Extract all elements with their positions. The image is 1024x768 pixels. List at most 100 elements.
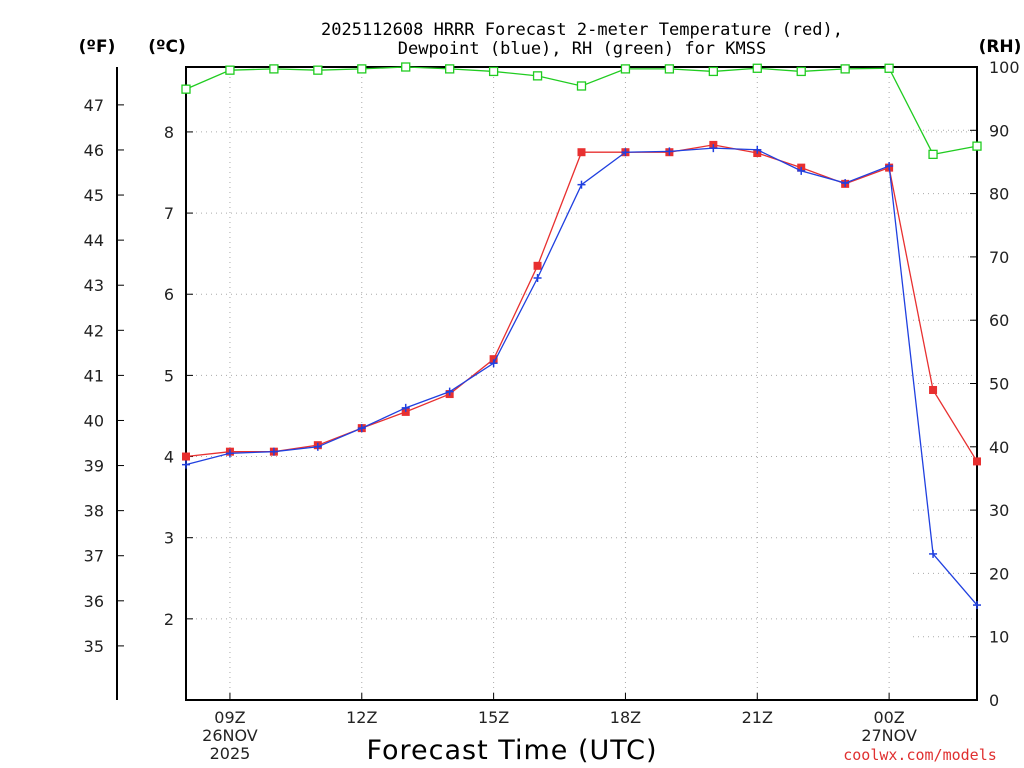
rh-point <box>445 64 455 74</box>
rh-line <box>185 66 978 156</box>
dewpoint-point <box>182 460 190 469</box>
temperature-point <box>929 385 938 394</box>
c-tick-label: 7 <box>164 204 174 223</box>
dewpoint-point <box>621 148 630 157</box>
f-tick-label: 35 <box>84 637 104 656</box>
dewpoint-point <box>797 166 806 175</box>
rh-point <box>488 66 499 77</box>
x-tick-label: 12Z <box>346 708 377 727</box>
rh-tick-label: 80 <box>989 185 1009 204</box>
x-tick-label: 27NOV <box>861 726 917 745</box>
rh-point <box>181 84 191 94</box>
f-tick-label: 41 <box>84 366 104 385</box>
temperature-point <box>533 261 542 270</box>
temperature-point <box>401 407 410 416</box>
f-tick-label: 37 <box>84 547 104 566</box>
x-tick-label: 2025 <box>210 744 251 763</box>
dewpoint-point <box>357 424 366 433</box>
temperature-point <box>489 355 498 364</box>
dewpoint-point <box>577 180 586 189</box>
c-tick-label: 2 <box>164 610 174 629</box>
rh-point <box>532 71 543 81</box>
f-tick-label: 44 <box>84 231 104 250</box>
dewpoint-point <box>885 162 894 171</box>
rh-point <box>225 65 235 75</box>
dewpoint-point <box>533 274 542 282</box>
fahrenheit-unit-label: (ºF) <box>79 37 116 57</box>
c-tick-label: 5 <box>164 366 174 385</box>
rh-point <box>840 64 850 74</box>
rh-point <box>576 81 587 91</box>
rh-tick-label: 50 <box>989 375 1009 394</box>
dewpoint-point <box>401 403 410 412</box>
dewpoint-point <box>489 359 498 368</box>
rh-tick-label: 70 <box>989 248 1009 267</box>
dewpoint-point <box>269 447 278 456</box>
x-tick-label: 15Z <box>478 708 509 727</box>
rh-point <box>357 64 367 74</box>
x-tick-label: 18Z <box>610 708 641 727</box>
chart-title-line1: 2025112608 HRRR Forecast 2-meter Tempera… <box>321 20 843 40</box>
rh-point <box>708 66 718 77</box>
rh-tick-label: 0 <box>989 691 999 710</box>
x-tick-label: 21Z <box>742 708 773 727</box>
f-tick-label: 36 <box>84 592 104 611</box>
x-tick-label: 00Z <box>873 708 904 727</box>
f-tick-label: 40 <box>84 411 104 430</box>
temperature-point <box>577 148 586 157</box>
rh-unit-label: (RH) <box>979 37 1022 57</box>
rh-tick-label: 20 <box>989 564 1009 583</box>
rh-point <box>972 141 982 151</box>
rh-tick-label: 60 <box>989 311 1009 330</box>
dewpoint-point <box>445 387 454 396</box>
dewpoint-point <box>225 449 234 458</box>
x-tick-label: 09Z <box>214 708 245 727</box>
rh-tick-label: 90 <box>989 121 1009 140</box>
dewpoint-point <box>973 601 981 610</box>
x-axis-label: Forecast Time (UTC) <box>366 735 657 766</box>
dewpoint-point <box>665 147 674 156</box>
dewpoint-point <box>753 145 762 154</box>
c-tick-label: 8 <box>164 123 174 142</box>
f-tick-label: 43 <box>84 276 104 295</box>
axes <box>116 66 978 701</box>
dewpoint-point <box>709 144 718 153</box>
temperature-line <box>185 144 978 462</box>
f-tick-label: 39 <box>84 457 104 476</box>
f-tick-label: 42 <box>84 321 104 340</box>
rh-point <box>401 62 411 72</box>
rh-point <box>884 63 894 73</box>
rh-point <box>796 66 806 77</box>
dewpoint-point <box>313 442 322 451</box>
dewpoint-point <box>929 549 938 558</box>
dewpoint-point <box>841 179 850 188</box>
c-tick-label: 6 <box>164 285 174 304</box>
rh-point <box>620 64 631 74</box>
c-tick-label: 4 <box>164 448 174 467</box>
rh-point <box>928 149 938 160</box>
rh-point <box>313 65 323 75</box>
rh-point <box>269 64 279 74</box>
temperature-point <box>973 457 981 466</box>
plot-frame <box>185 66 978 701</box>
temperature-point <box>182 452 190 461</box>
series <box>181 62 982 610</box>
dewpoint-line <box>185 147 978 606</box>
rh-tick-label: 30 <box>989 501 1009 520</box>
x-tick-label: 26NOV <box>202 726 258 745</box>
credit-text: coolwx.com/models <box>843 746 997 764</box>
rh-tick-label: 10 <box>989 628 1009 647</box>
chart-title-line2: Dewpoint (blue), RH (green) for KMSS <box>398 39 766 59</box>
f-tick-label: 47 <box>84 96 104 115</box>
grid <box>186 67 977 700</box>
rh-point <box>752 63 762 73</box>
f-tick-label: 38 <box>84 502 104 521</box>
f-tick-label: 46 <box>84 141 104 160</box>
rh-tick-label: 100 <box>989 58 1020 77</box>
celsius-unit-label: (ºC) <box>148 37 186 57</box>
rh-point <box>664 64 675 74</box>
f-tick-label: 45 <box>84 186 104 205</box>
rh-tick-label: 40 <box>989 438 1009 457</box>
